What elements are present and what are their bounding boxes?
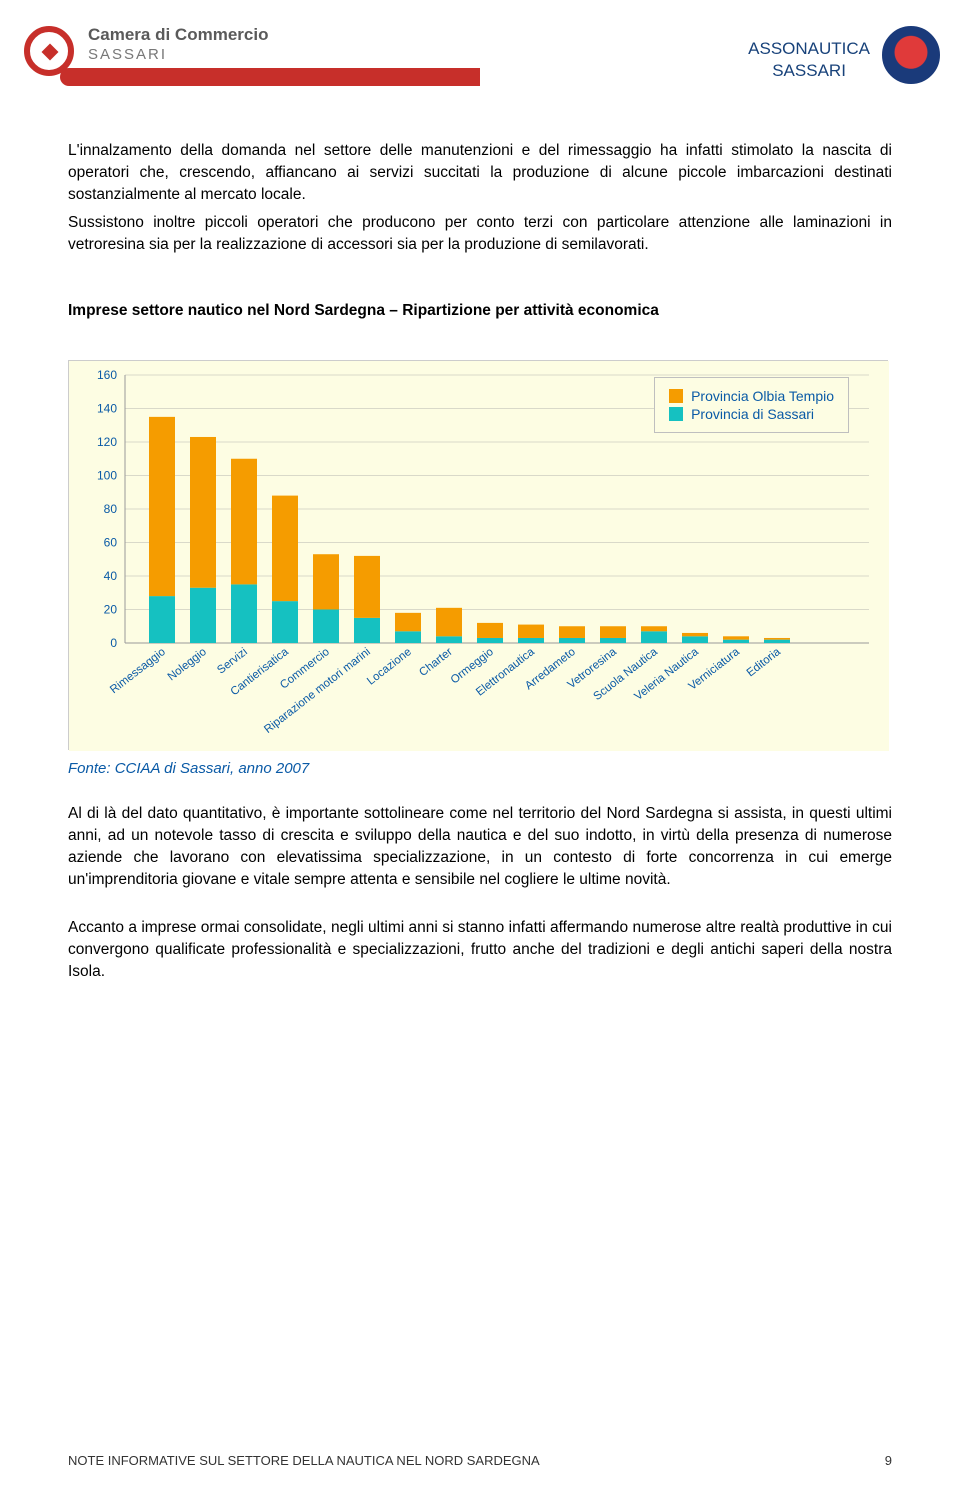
logo-text: Camera di Commercio SASSARI [88,26,268,63]
svg-text:120: 120 [97,435,117,449]
chart-legend: Provincia Olbia Tempio Provincia di Sass… [654,377,849,433]
svg-text:140: 140 [97,402,117,416]
paragraph-3: Al di là del dato quantitativo, è import… [68,803,892,891]
footer-note: NOTE INFORMATIVE SUL SETTORE DELLA NAUTI… [68,1453,540,1468]
assonautica-logo-icon [882,26,940,84]
logo-title: Camera di Commercio [88,25,268,44]
chart-section-title: Imprese settore nautico nel Nord Sardegn… [68,302,892,320]
svg-text:40: 40 [104,569,118,583]
svg-text:160: 160 [97,368,117,382]
svg-text:60: 60 [104,536,118,550]
logo-red-bar [60,68,480,86]
svg-text:20: 20 [104,603,118,617]
legend-swatch-icon [669,407,683,421]
svg-text:0: 0 [110,636,117,650]
page-footer: NOTE INFORMATIVE SUL SETTORE DELLA NAUTI… [68,1453,892,1468]
org-line1: ASSONAUTICA [748,39,870,58]
legend-label: Provincia di Sassari [691,406,814,422]
bar-chart: 020406080100120140160RimessaggioNoleggio… [68,360,888,750]
legend-item: Provincia di Sassari [669,406,834,422]
legend-swatch-icon [669,389,683,403]
chart-source: Fonte: CCIAA di Sassari, anno 2007 [68,760,892,777]
logo-subtitle: SASSARI [88,46,167,63]
paragraph-4: Accanto a imprese ormai consolidate, neg… [68,917,892,983]
svg-text:80: 80 [104,502,118,516]
page-header: Camera di Commercio SASSARI ASSONAUTICA … [0,20,960,110]
logo-camera-commercio: Camera di Commercio SASSARI [20,20,310,100]
page-number: 9 [885,1453,892,1468]
legend-item: Provincia Olbia Tempio [669,388,834,404]
org-line2: SASSARI [772,61,846,80]
header-org-name: ASSONAUTICA SASSARI [748,38,870,82]
document-body: L'innalzamento della domanda nel settore… [68,140,892,983]
svg-text:100: 100 [97,469,117,483]
paragraph-2: Sussistono inoltre piccoli operatori che… [68,212,892,256]
paragraph-1: L'innalzamento della domanda nel settore… [68,140,892,206]
legend-label: Provincia Olbia Tempio [691,388,834,404]
